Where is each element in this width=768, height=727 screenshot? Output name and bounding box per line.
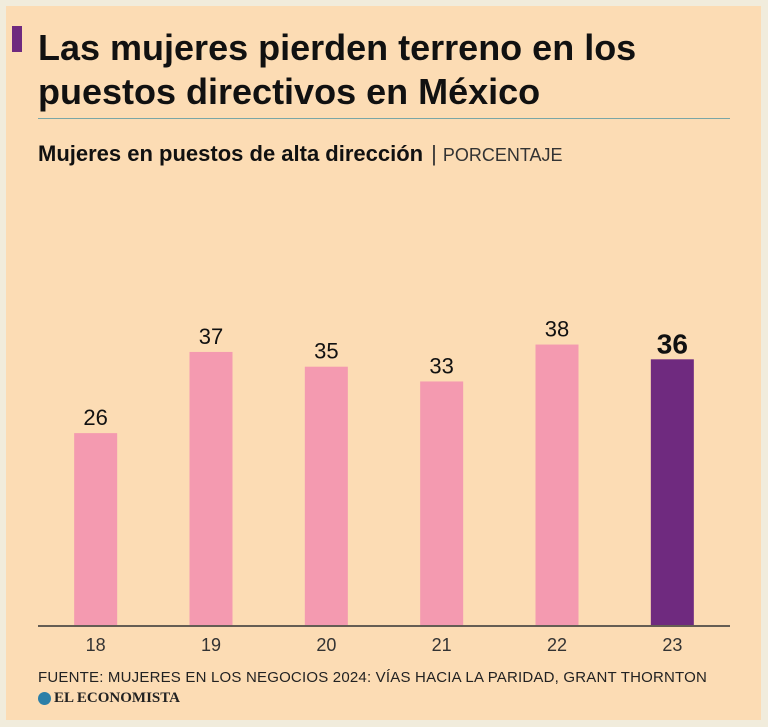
- x-tick-label-19: 19: [201, 635, 221, 655]
- bar-22: [535, 344, 579, 625]
- value-label-23: 36: [657, 328, 688, 359]
- page-title: Las mujeres pierden terreno en los puest…: [38, 26, 738, 114]
- chart-unit: PORCENTAJE: [442, 145, 563, 165]
- brand: EL ECONOMISTA: [38, 690, 180, 707]
- value-label-22: 38: [545, 317, 569, 342]
- title-accent-bar: [12, 26, 22, 52]
- value-label-18: 26: [83, 405, 107, 430]
- title-line-2: puestos directivos en México: [38, 71, 541, 112]
- x-tick-label-22: 22: [547, 635, 567, 655]
- value-label-19: 37: [199, 324, 223, 349]
- brand-logo-icon: [38, 692, 51, 705]
- brand-name: EL ECONOMISTA: [54, 690, 180, 706]
- title-line-1: Las mujeres pierden terreno en los: [38, 27, 637, 68]
- subtitle-separator: |: [431, 141, 437, 166]
- bar-19: [189, 351, 233, 625]
- value-label-20: 35: [314, 339, 338, 364]
- bar-18: [74, 433, 118, 625]
- x-tick-label-23: 23: [662, 635, 682, 655]
- chart-title: Mujeres en puestos de alta dirección: [38, 141, 424, 166]
- bar-21: [420, 381, 464, 625]
- chart-card: [6, 6, 761, 720]
- source-note: FUENTE: MUJERES EN LOS NEGOCIOS 2024: VÍ…: [38, 669, 708, 686]
- chart-subtitle: Mujeres en puestos de alta dirección | POR…: [38, 141, 563, 167]
- title-divider: [38, 118, 730, 119]
- x-tick-label-18: 18: [86, 635, 106, 655]
- bar-20: [304, 366, 348, 625]
- x-tick-label-21: 21: [432, 635, 452, 655]
- value-label-21: 33: [429, 353, 453, 378]
- x-tick-label-20: 20: [316, 635, 336, 655]
- bar-23: [650, 359, 694, 625]
